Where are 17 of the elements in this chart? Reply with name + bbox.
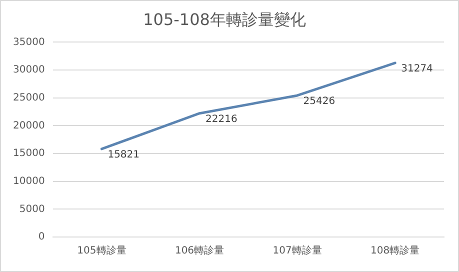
- x-tick-label: 105轉診量: [77, 244, 126, 257]
- y-tick-label: 15000: [13, 148, 45, 160]
- y-tick-label: 10000: [13, 176, 45, 187]
- x-tick-label: 108轉診量: [370, 244, 420, 257]
- x-tick-label: 106轉診量: [174, 244, 224, 257]
- y-tick-label: 25000: [13, 92, 45, 104]
- data-label: 31274: [401, 64, 433, 75]
- data-label: 25426: [303, 96, 336, 108]
- data-label: 15821: [108, 150, 140, 161]
- y-tick-label: 20000: [13, 120, 45, 132]
- y-tick-label: 0: [38, 232, 45, 243]
- y-tick-label: 35000: [13, 36, 45, 48]
- y-tick-label: 5000: [19, 204, 45, 215]
- chart-title: 105-108年轉診量變化: [143, 10, 306, 29]
- x-tick-label: 107轉診量: [272, 244, 322, 257]
- y-tick-label: 30000: [13, 64, 45, 76]
- data-label: 22216: [206, 114, 238, 125]
